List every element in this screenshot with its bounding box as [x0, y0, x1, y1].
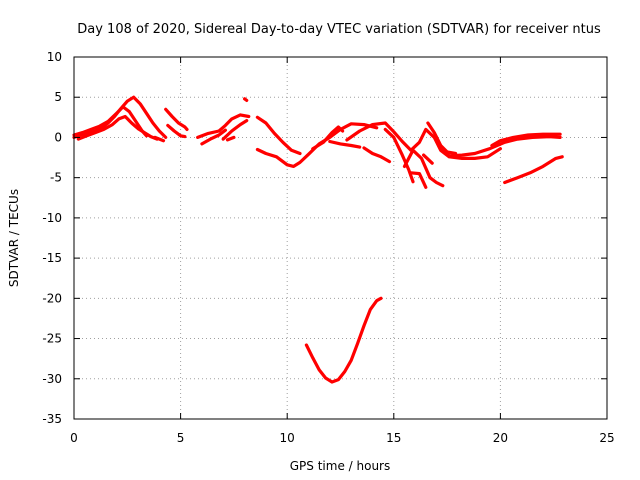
series-s16	[345, 121, 502, 160]
series-s04	[153, 135, 166, 143]
series-s05	[164, 107, 189, 131]
axes: 0 5 10 15 20 25 10 5 0 -5 -10 -15 -20 -25 -30 -35	[42, 50, 614, 445]
series-s17	[362, 146, 392, 164]
y-tick-label: -5	[50, 171, 62, 185]
y-tick-label: -10	[42, 211, 62, 225]
y-tick-label: -15	[42, 251, 62, 265]
series-s11	[243, 97, 249, 103]
y-tick-label: -30	[42, 372, 62, 386]
series-s20	[409, 171, 428, 189]
y-tick-label: -25	[42, 332, 62, 346]
plot-frame	[73, 56, 608, 420]
x-tick-label: 20	[493, 431, 508, 445]
y-tick-label: -35	[42, 412, 62, 426]
x-tick-label: 5	[177, 431, 185, 445]
x-axis-label: GPS time / hours	[290, 459, 391, 473]
x-tick-label: 0	[70, 431, 78, 445]
series-s10	[225, 135, 236, 142]
x-tick-label: 15	[386, 431, 401, 445]
series-s22	[422, 153, 434, 165]
y-tick-label: 10	[47, 50, 62, 64]
series-s23	[441, 135, 562, 158]
series-s08	[200, 128, 227, 146]
x-tick-label: 25	[599, 431, 614, 445]
series-s13	[255, 122, 379, 168]
series-s21	[426, 121, 458, 156]
series-s09	[221, 118, 249, 141]
series-s07	[196, 113, 251, 139]
y-axis-label: SDTVAR / TECUs	[7, 189, 21, 287]
series-s02	[72, 105, 149, 138]
chart-title: Day 108 of 2020, Sidereal Day-to-day VTE…	[77, 22, 601, 37]
series-s14	[311, 125, 345, 151]
series-s06	[166, 123, 187, 139]
series-s25	[503, 155, 564, 185]
grid	[74, 57, 607, 419]
y-tick-label: 5	[54, 90, 62, 104]
y-tick-label: -20	[42, 291, 62, 305]
series-s03	[76, 114, 159, 141]
y-tick-label: 0	[54, 130, 62, 144]
series-s12	[255, 115, 302, 156]
series-s19	[402, 148, 445, 188]
series-s15	[328, 139, 362, 149]
x-tick-label: 10	[280, 431, 295, 445]
series-layer	[72, 95, 564, 384]
series-s26	[304, 296, 383, 384]
series-s24	[490, 132, 562, 148]
